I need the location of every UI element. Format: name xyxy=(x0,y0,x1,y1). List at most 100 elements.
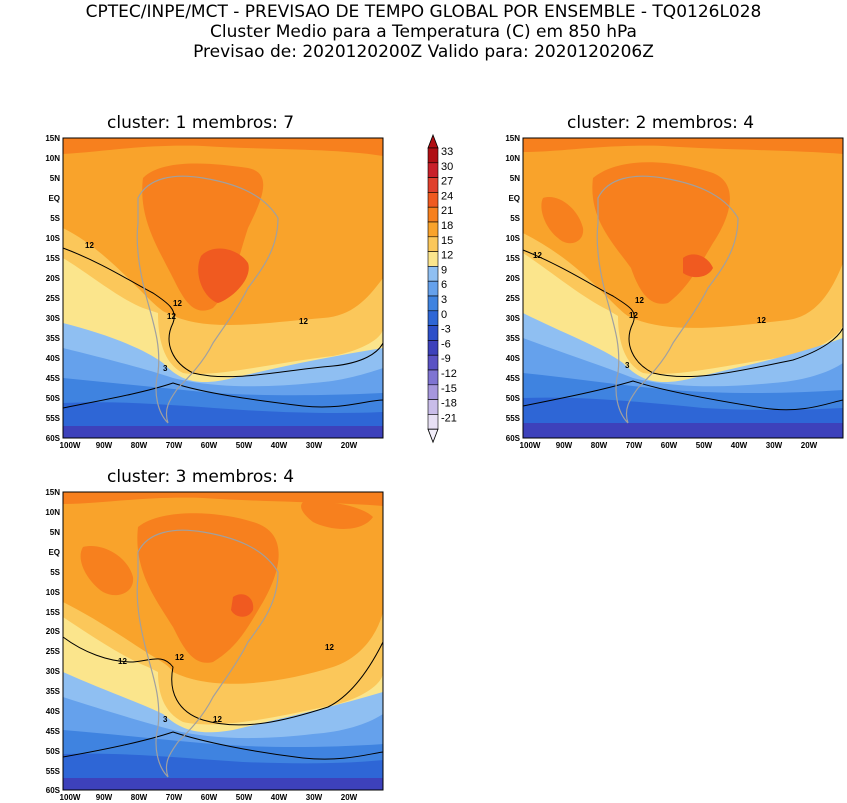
colorbar-swatch xyxy=(427,177,439,193)
colorbar-swatch xyxy=(427,414,439,430)
colorbar-label: 12 xyxy=(441,250,453,262)
lat-tick: 30S xyxy=(506,314,521,323)
lon-tick: 100W xyxy=(60,793,81,802)
lat-tick: 60S xyxy=(46,434,61,443)
contour-label: 12 xyxy=(118,657,127,666)
lon-tick: 60W xyxy=(661,441,678,450)
colorbar-swatch xyxy=(427,354,439,371)
colorbar-label: -21 xyxy=(441,412,457,424)
colorbar-label: -18 xyxy=(441,398,457,410)
lat-tick: 40S xyxy=(46,707,61,716)
zone-north-warm xyxy=(63,492,383,506)
lat-tick: EQ xyxy=(48,194,60,203)
lon-tick: 60W xyxy=(201,441,218,450)
lat-tick: 35S xyxy=(506,334,521,343)
colorbar-swatch xyxy=(427,221,439,238)
contour-label: 12 xyxy=(325,643,334,652)
contour-label: 12 xyxy=(213,715,222,724)
lon-tick: 60W xyxy=(201,793,218,802)
coastline xyxy=(136,175,279,424)
lon-tick: 80W xyxy=(591,441,608,450)
map-panel-2: 12 12 12 12 3 15N 10N 5N EQ 5S 10S 15S 2… xyxy=(505,134,844,450)
lat-tick: 5S xyxy=(510,214,520,223)
lon-tick: 70W xyxy=(166,793,183,802)
lon-tick: 50W xyxy=(696,441,713,450)
lat-tick: 5S xyxy=(50,214,60,223)
panel-3-title: cluster: 3 membros: 4 xyxy=(107,467,295,487)
contour-label: 3 xyxy=(163,364,168,373)
lon-tick: 70W xyxy=(626,441,643,450)
lat-tick: 35S xyxy=(46,334,61,343)
colorbar-max-arrow xyxy=(427,133,439,149)
colorbar-label: -15 xyxy=(441,383,457,395)
map-frame xyxy=(62,137,384,439)
colorbar-swatch xyxy=(427,369,439,386)
lat-axis: 15N 10N 5N EQ 5S 10S 15S 20S 25S 30S 35S… xyxy=(505,134,520,443)
contour-label: 12 xyxy=(173,299,182,308)
lat-tick: 15S xyxy=(46,254,61,263)
lat-tick: 50S xyxy=(46,394,61,403)
contour-label: 12 xyxy=(85,241,94,250)
zone-18-21 xyxy=(541,162,730,304)
lat-axis: 15N 10N 5N EQ 5S 10S 15S 20S 25S 30S 35S… xyxy=(45,134,60,443)
lat-tick: 25S xyxy=(46,647,61,656)
map-panel-1: 12 12 12 12 3 15N 10N 5N EQ 5S 10S 15S 2… xyxy=(45,134,384,450)
colorbar-label: 27 xyxy=(441,176,453,188)
contour-label: 12 xyxy=(635,296,644,305)
colorbar-label: -12 xyxy=(441,368,457,380)
lat-tick: 40S xyxy=(506,354,521,363)
lat-tick: 40S xyxy=(46,354,61,363)
colorbar-label: 15 xyxy=(441,235,453,247)
colorbar-swatch xyxy=(427,280,439,297)
lon-tick: 40W xyxy=(731,441,748,450)
colorbar-swatch xyxy=(427,206,439,223)
colorbar-label: 33 xyxy=(441,146,453,158)
map-panel-3: 12 12 12 12 3 12 15N 10N 5N EQ 5S 10S 15… xyxy=(45,488,384,802)
colorbar-swatch xyxy=(427,251,439,267)
lon-tick: 100W xyxy=(520,441,541,450)
lat-tick: 5N xyxy=(50,528,60,537)
contour-12 xyxy=(62,636,384,726)
lat-tick: 15N xyxy=(505,134,520,143)
coastline xyxy=(596,175,739,424)
zone-21-24 xyxy=(198,248,249,303)
colorbar-label: -3 xyxy=(441,324,451,336)
zone-north-warm xyxy=(523,138,843,154)
colorbar-swatch xyxy=(427,384,439,400)
zone-21-24 xyxy=(231,594,254,617)
map-frame xyxy=(62,491,384,791)
lon-tick: 50W xyxy=(236,441,253,450)
lat-tick: 50S xyxy=(506,394,521,403)
colorbar-swatch xyxy=(427,147,439,164)
lat-axis: 15N 10N 5N EQ 5S 10S 15S 20S 25S 30S 35S… xyxy=(45,488,60,795)
lat-tick: 45S xyxy=(506,374,521,383)
lat-tick: 10S xyxy=(506,234,521,243)
lat-tick: EQ xyxy=(48,548,60,557)
lat-tick: 60S xyxy=(46,786,61,795)
lon-tick: 50W xyxy=(236,793,253,802)
coastline xyxy=(136,529,279,778)
lat-tick: 30S xyxy=(46,314,61,323)
lat-tick: 25S xyxy=(506,294,521,303)
lon-tick: 20W xyxy=(801,441,818,450)
lat-tick: 50S xyxy=(46,747,61,756)
colorbar-label: 0 xyxy=(441,309,447,321)
map-frame xyxy=(522,137,844,439)
colorbar-label: -6 xyxy=(441,338,451,350)
colorbar-label: 24 xyxy=(441,190,453,202)
colorbar-label: 9 xyxy=(441,264,447,276)
zone-18-21 xyxy=(80,501,374,663)
lon-tick: 90W xyxy=(96,793,113,802)
lat-tick: 15N xyxy=(45,134,60,143)
lon-tick: 80W xyxy=(131,793,148,802)
contour-label: 12 xyxy=(167,312,176,321)
lat-tick: 20S xyxy=(46,274,61,283)
lat-tick: 35S xyxy=(46,687,61,696)
lon-tick: 30W xyxy=(306,441,323,450)
colorbar-min-arrow xyxy=(427,428,439,444)
lon-tick: 40W xyxy=(271,441,288,450)
colorbar-label: 3 xyxy=(441,294,447,306)
lon-tick: 80W xyxy=(131,441,148,450)
zone-minus6-minus3 xyxy=(523,423,843,438)
contour-label: 12 xyxy=(533,251,542,260)
